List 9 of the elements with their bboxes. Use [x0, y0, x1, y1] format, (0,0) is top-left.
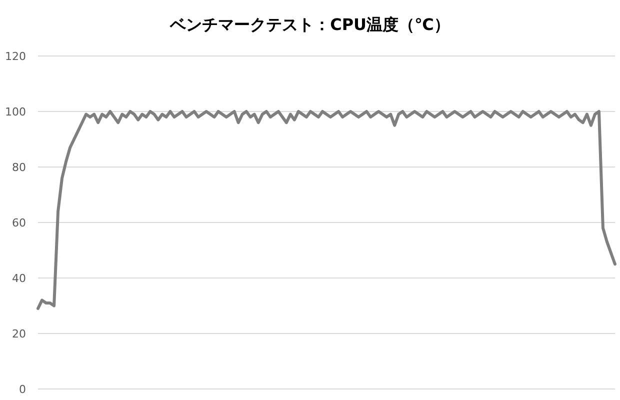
chart-title: ベンチマークテスト：CPU温度（℃） [169, 15, 450, 34]
y-tick-label: 40 [12, 272, 26, 285]
line-series [36, 110, 616, 310]
y-tick-label: 20 [12, 328, 26, 340]
y-tick-label: 60 [12, 216, 26, 230]
y-tick-label: 120 [5, 50, 26, 63]
y-tick-label: 80 [12, 161, 26, 174]
y-tick-label: 0 [19, 383, 26, 396]
y-tick-label: 100 [5, 106, 26, 118]
